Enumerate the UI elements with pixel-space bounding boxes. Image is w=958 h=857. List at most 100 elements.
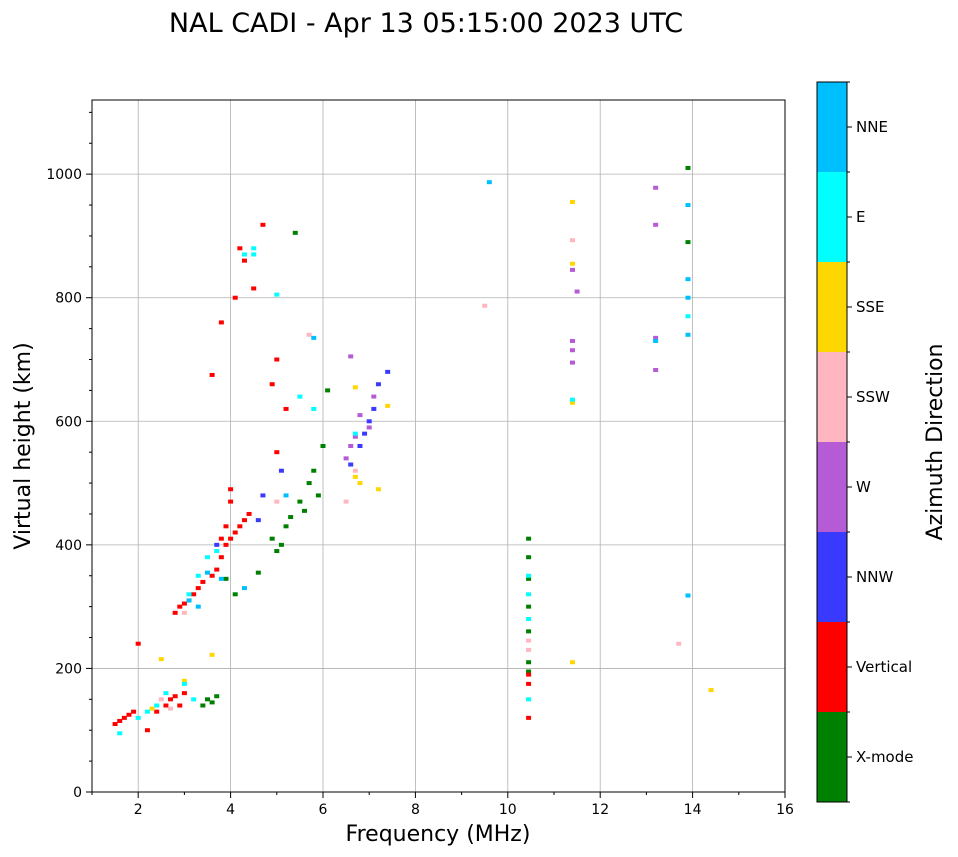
data-point-xmode <box>288 515 294 520</box>
data-point-nne <box>486 180 492 185</box>
data-point-w <box>569 267 575 272</box>
data-point-nne <box>685 277 691 282</box>
data-point-ssw <box>569 238 575 243</box>
data-point-vertical <box>172 610 178 615</box>
data-point-xmode <box>320 444 326 448</box>
x-tick-label: 8 <box>411 802 420 818</box>
data-point-xmode <box>214 694 220 699</box>
grid <box>92 100 786 793</box>
colorbar-label: E <box>856 208 865 226</box>
data-point-vertical <box>223 524 229 529</box>
data-point-nne <box>685 332 691 337</box>
data-point-sse <box>181 678 187 683</box>
data-point-nnw <box>366 419 372 424</box>
data-point-nne <box>186 598 192 603</box>
data-point-w <box>653 185 659 190</box>
data-point-w <box>569 348 575 353</box>
data-point-sse <box>385 403 391 408</box>
data-point-sse <box>375 487 381 492</box>
data-point-e <box>251 246 257 251</box>
data-point-nne <box>195 604 201 609</box>
data-point-nnw <box>375 382 381 387</box>
data-point-vertical <box>274 450 280 455</box>
data-point-xmode <box>302 508 308 513</box>
data-point-sse <box>149 706 155 711</box>
y-tick-label: 0 <box>73 785 82 801</box>
data-point-e <box>154 703 160 708</box>
data-point-xmode <box>325 388 331 393</box>
data-point-vertical <box>526 715 532 720</box>
data-point-sse <box>708 688 714 693</box>
data-point-e <box>117 731 123 736</box>
data-point-vertical <box>181 601 187 606</box>
colorbar-segment <box>817 172 847 262</box>
data-point-vertical <box>181 691 187 696</box>
data-point-vertical <box>126 712 132 717</box>
data-point-sse <box>158 657 164 662</box>
data-point-vertical <box>526 672 532 677</box>
data-point-xmode <box>283 524 289 529</box>
data-point-ssw <box>343 499 349 504</box>
data-point-nnw <box>362 431 368 436</box>
data-point-nne <box>283 493 289 498</box>
data-point-vertical <box>154 709 160 714</box>
data-point-ssw <box>352 468 358 473</box>
colorbar-segment <box>817 712 847 802</box>
data-point-w <box>569 360 575 365</box>
data-point-vertical <box>228 536 234 541</box>
data-point-ssw <box>482 303 488 308</box>
data-point-xmode <box>526 576 532 581</box>
data-point-xmode <box>315 493 321 498</box>
data-point-nne <box>685 203 691 208</box>
data-point-xmode <box>274 549 280 554</box>
data-point-e <box>569 397 575 402</box>
colorbar-label: SSE <box>856 298 885 316</box>
x-tick-label: 6 <box>319 802 328 818</box>
data-point-nnw <box>278 468 284 473</box>
data-point-e <box>144 709 150 714</box>
data-point-w <box>574 289 580 294</box>
data-point-e <box>214 549 220 554</box>
data-point-vertical <box>260 222 266 227</box>
data-point-e <box>251 252 257 257</box>
data-point-nne <box>685 593 691 598</box>
data-point-ssw <box>181 610 187 615</box>
data-point-xmode <box>292 230 298 235</box>
data-point-xmode <box>232 592 238 597</box>
data-point-w <box>357 413 363 418</box>
data-point-w <box>653 222 659 227</box>
data-point-e <box>685 314 691 319</box>
data-point-vertical <box>274 357 280 362</box>
y-tick-label: 200 <box>55 661 82 677</box>
data-point-vertical <box>214 567 220 572</box>
x-tick-label: 14 <box>684 802 702 818</box>
data-point-xmode <box>526 629 532 634</box>
data-point-vertical <box>223 542 229 547</box>
data-point-vertical <box>526 681 532 686</box>
data-point-vertical <box>163 703 169 708</box>
data-points <box>112 165 714 736</box>
data-point-e <box>297 394 303 399</box>
colorbar-label: Vertical <box>856 658 912 676</box>
data-point-w <box>352 434 358 439</box>
colorbar-segment <box>817 622 847 712</box>
data-point-nne <box>653 338 659 343</box>
data-point-vertical <box>144 728 150 733</box>
data-point-vertical <box>131 709 137 714</box>
data-point-vertical <box>232 295 238 300</box>
plot-frame <box>91 99 786 793</box>
data-point-nnw <box>214 542 220 547</box>
data-point-e <box>186 592 192 597</box>
data-point-sse <box>569 400 575 405</box>
data-point-ssw <box>274 499 280 504</box>
data-point-sse <box>569 261 575 266</box>
data-point-xmode <box>526 660 532 665</box>
data-point-e <box>526 697 532 702</box>
x-tick-label: 12 <box>591 802 609 818</box>
data-point-vertical <box>191 592 197 597</box>
colorbar-title: Azimuth Direction <box>923 343 948 540</box>
data-point-e <box>274 292 280 297</box>
data-point-vertical <box>121 715 127 720</box>
data-point-xmode <box>685 165 691 170</box>
